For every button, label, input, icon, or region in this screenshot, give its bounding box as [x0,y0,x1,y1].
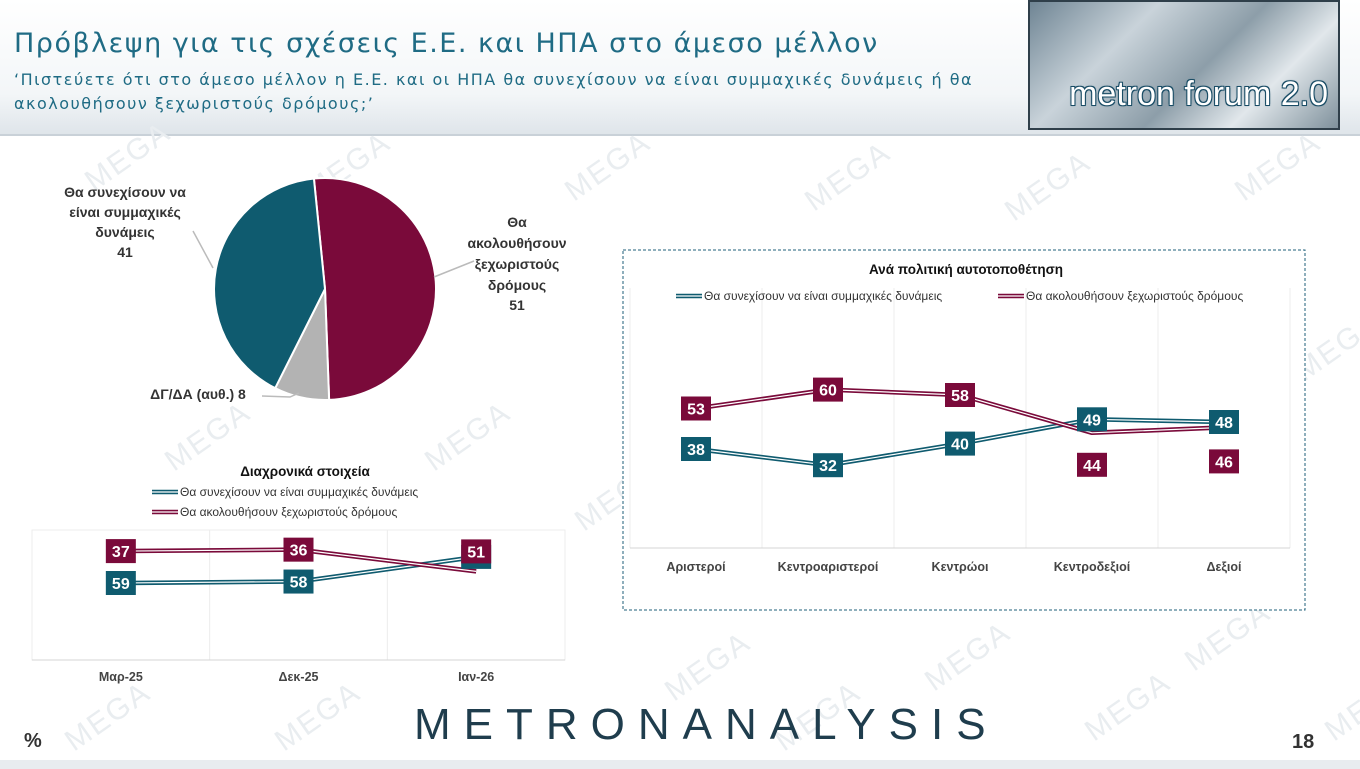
page-number: 18 [1292,731,1315,753]
data-label-box [1209,410,1239,434]
pie-label-separate: Θα [507,214,527,230]
legend-label: Θα ακολουθήσουν ξεχωριστούς δρόμους [1026,289,1243,303]
data-label-box [681,437,711,461]
data-label: 51 [467,544,485,561]
x-tick-label: Δεξιοί [1206,560,1242,574]
data-label: 37 [112,544,130,561]
pie-label-continue: δυνάμεις [95,224,154,240]
pie-slice [312,177,437,401]
data-label: 58 [290,575,308,592]
slide-subtitle: ‘Πιστεύετε ότι στο άμεσο μέλλον η Ε.Ε. κ… [14,70,974,113]
pie-label-separate: ακολουθήσουν [468,235,567,251]
data-label-box [1077,452,1107,477]
x-tick-label: Κεντρώοι [932,560,989,574]
metronanalysis-logo: METRONANALYSIS [414,700,999,749]
pie-slice [213,177,327,390]
data-label-box [813,377,843,402]
data-label-box [105,539,136,564]
unit-label: % [24,730,42,752]
data-label: 32 [819,458,837,475]
data-label-box [681,396,711,421]
legend-label: Θα συνεχίσουν να είναι συμμαχικές δυνάμε… [180,485,418,499]
x-tick-label: Αριστεροί [666,560,726,574]
data-label: 58 [951,388,969,405]
chart-title: Διαχρονικά στοιχεία [240,464,370,479]
legend-label: Θα ακολουθήσουν ξεχωριστούς δρόμους [180,505,397,519]
logo-text: metron forum 2.0 [1069,75,1328,113]
data-label: 60 [819,383,837,400]
slide-header: Πρόβλεψη για τις σχέσεις Ε.Ε. και ΗΠΑ στ… [0,0,1360,136]
data-label: 53 [687,402,705,419]
data-label: 49 [1083,412,1101,429]
legend-label: Θα συνεχίσουν να είναι συμμαχικές δυνάμε… [704,289,942,303]
ideology-line-chart: Αριστεροί Κεντροαριστεροί Κεντρώοι Κεντροδε… [622,249,1306,611]
slide-title: Πρόβλεψη για τις σχέσεις Ε.Ε. και ΗΠΑ στ… [14,28,879,59]
data-label-box [1077,407,1107,432]
data-label-box [1209,449,1239,474]
data-label: 38 [687,442,705,459]
data-label: 44 [1083,458,1101,475]
chart-title: Ανά πολιτική αυτοτοποθέτηση [869,262,1063,277]
x-tick-label: Μαρ-25 [99,670,143,684]
pie-chart: Θα συνεχίσουν να είναι συμμαχικές δυνάμεις… [64,177,567,402]
x-tick-label: Δεκ-25 [279,670,319,684]
data-label-box [105,571,136,595]
pie-leader-line [192,230,214,269]
pie-label-separate: δρόμους [488,277,546,293]
pie-value-separate: 51 [509,297,525,313]
pie-leader-line [433,260,475,278]
trend-line-chart: Μαρ-25 Δεκ-25 Ιαν-26 Διαχρονικά στοιχεία Θα … [31,464,566,684]
data-label-box [813,453,843,478]
data-label: 40 [951,437,969,454]
data-label-box [461,539,492,564]
footer-bar [0,760,1360,769]
pie-label-dk: ΔΓ/ΔΑ (αυθ.) 8 [150,386,246,402]
data-label-box [945,431,975,456]
metron-forum-logo: metron forum 2.0 [1028,0,1340,130]
x-tick-label: Κεντροαριστεροί [778,560,879,574]
x-tick-label: Κεντροδεξιοί [1054,560,1131,574]
data-label-box [283,537,314,562]
data-label: 46 [1215,454,1233,471]
data-label: 36 [290,543,308,560]
pie-label-continue: Θα συνεχίσουν να [64,184,186,200]
pie-leader-line [261,392,300,398]
x-tick-label: Ιαν-26 [458,670,494,684]
pie-value-continue: 41 [117,244,133,260]
data-label-box [945,383,975,407]
data-label: 48 [1215,415,1233,432]
data-label-box [283,569,314,594]
data-label: 59 [112,576,130,593]
pie-label-separate: ξεχωριστούς [475,256,559,272]
pie-label-continue: είναι συμμαχικές [69,204,181,220]
